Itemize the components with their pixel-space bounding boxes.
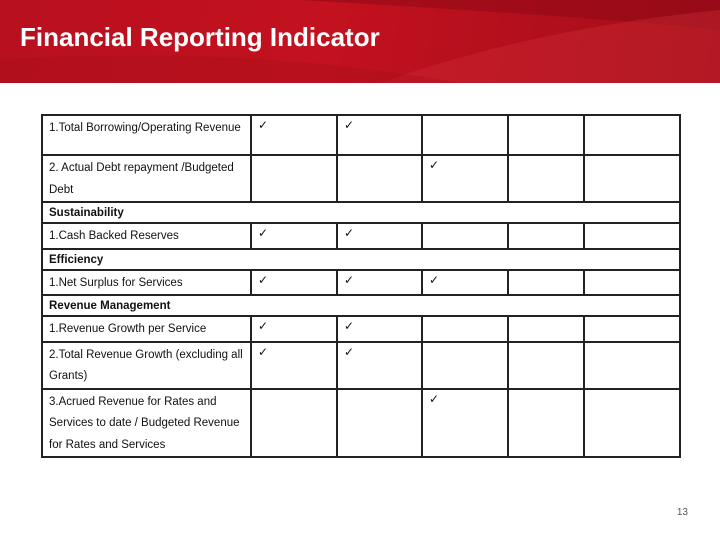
- check-cell: [507, 268, 585, 296]
- checkmark-icon: ✓: [344, 226, 355, 240]
- check-cell: ✓: [421, 154, 509, 203]
- check-cell: ✓: [250, 222, 338, 250]
- indicator-label: 2. Actual Debt repayment /Budgeted Debt: [41, 154, 252, 203]
- checkmark-icon: ✓: [344, 344, 355, 359]
- check-cell: [421, 340, 509, 390]
- indicator-label: 1.Net Surplus for Services: [41, 268, 252, 296]
- table-row: 1.Total Borrowing/Operating Revenue ✓ ✓: [41, 114, 681, 156]
- indicator-label: 2.Total Revenue Growth (excluding all Gr…: [41, 340, 252, 390]
- section-heading: Sustainability: [41, 201, 681, 224]
- check-cell: [507, 387, 585, 458]
- table-row: 3.Acrued Revenue for Rates and Services …: [41, 387, 681, 458]
- indicator-label: 3.Acrued Revenue for Rates and Services …: [41, 387, 252, 458]
- slide-title: Financial Reporting Indicator: [20, 22, 380, 52]
- check-cell: [250, 387, 338, 458]
- checkmark-icon: ✓: [258, 272, 269, 287]
- check-cell: [421, 222, 509, 250]
- check-cell: ✓: [250, 315, 338, 343]
- check-cell: [583, 114, 681, 156]
- check-cell: [421, 114, 509, 156]
- check-cell: ✓: [421, 387, 509, 458]
- checkmark-icon: ✓: [344, 272, 355, 287]
- check-cell: [250, 154, 338, 203]
- section-row: Sustainability: [41, 201, 681, 224]
- slide-header: Financial Reporting Indicator: [0, 0, 720, 83]
- section-heading: Revenue Management: [41, 294, 681, 317]
- check-cell: [421, 315, 509, 343]
- checkmark-icon: ✓: [344, 118, 355, 132]
- check-cell: [336, 387, 423, 458]
- check-cell: ✓: [336, 114, 423, 156]
- table-row: 1.Cash Backed Reserves ✓ ✓: [41, 222, 681, 250]
- check-cell: [507, 315, 585, 343]
- checkmark-icon: ✓: [258, 319, 269, 333]
- indicator-table: 1.Total Borrowing/Operating Revenue ✓ ✓ 2. …: [41, 114, 681, 458]
- indicator-label: 1.Cash Backed Reserves: [41, 222, 252, 250]
- checkmark-icon: ✓: [429, 391, 440, 406]
- checkmark-icon: ✓: [258, 226, 269, 240]
- section-heading: Efficiency: [41, 247, 681, 271]
- indicator-label: 1.Total Borrowing/Operating Revenue: [41, 114, 252, 156]
- page-number: 13: [676, 507, 688, 518]
- check-cell: [583, 222, 681, 250]
- checkmark-icon: ✓: [429, 272, 440, 287]
- table-row: 2.Total Revenue Growth (excluding all Gr…: [41, 340, 681, 390]
- section-row: Revenue Management: [41, 294, 681, 317]
- check-cell: [583, 387, 681, 458]
- check-cell: ✓: [250, 340, 338, 390]
- table-row: 2. Actual Debt repayment /Budgeted Debt ✓: [41, 154, 681, 203]
- check-cell: [507, 114, 585, 156]
- check-cell: [583, 154, 681, 203]
- check-cell: [507, 154, 585, 203]
- check-cell: ✓: [250, 268, 338, 296]
- indicator-label: 1.Revenue Growth per Service: [41, 315, 252, 343]
- check-cell: [336, 154, 423, 203]
- checkmark-icon: ✓: [258, 344, 269, 359]
- check-cell: [507, 222, 585, 250]
- header-decoration: [0, 0, 720, 83]
- check-cell: ✓: [336, 268, 423, 296]
- section-row: Efficiency: [41, 247, 681, 271]
- table-row: 1.Revenue Growth per Service ✓ ✓: [41, 315, 681, 343]
- check-cell: [583, 268, 681, 296]
- check-cell: ✓: [336, 315, 423, 343]
- checkmark-icon: ✓: [344, 319, 355, 333]
- check-cell: [583, 340, 681, 390]
- table-row: 1.Net Surplus for Services ✓ ✓ ✓: [41, 268, 681, 296]
- check-cell: [507, 340, 585, 390]
- check-cell: ✓: [250, 114, 338, 156]
- checkmark-icon: ✓: [429, 158, 440, 172]
- checkmark-icon: ✓: [258, 118, 269, 132]
- check-cell: ✓: [336, 222, 423, 250]
- check-cell: [583, 315, 681, 343]
- check-cell: ✓: [421, 268, 509, 296]
- check-cell: ✓: [336, 340, 423, 390]
